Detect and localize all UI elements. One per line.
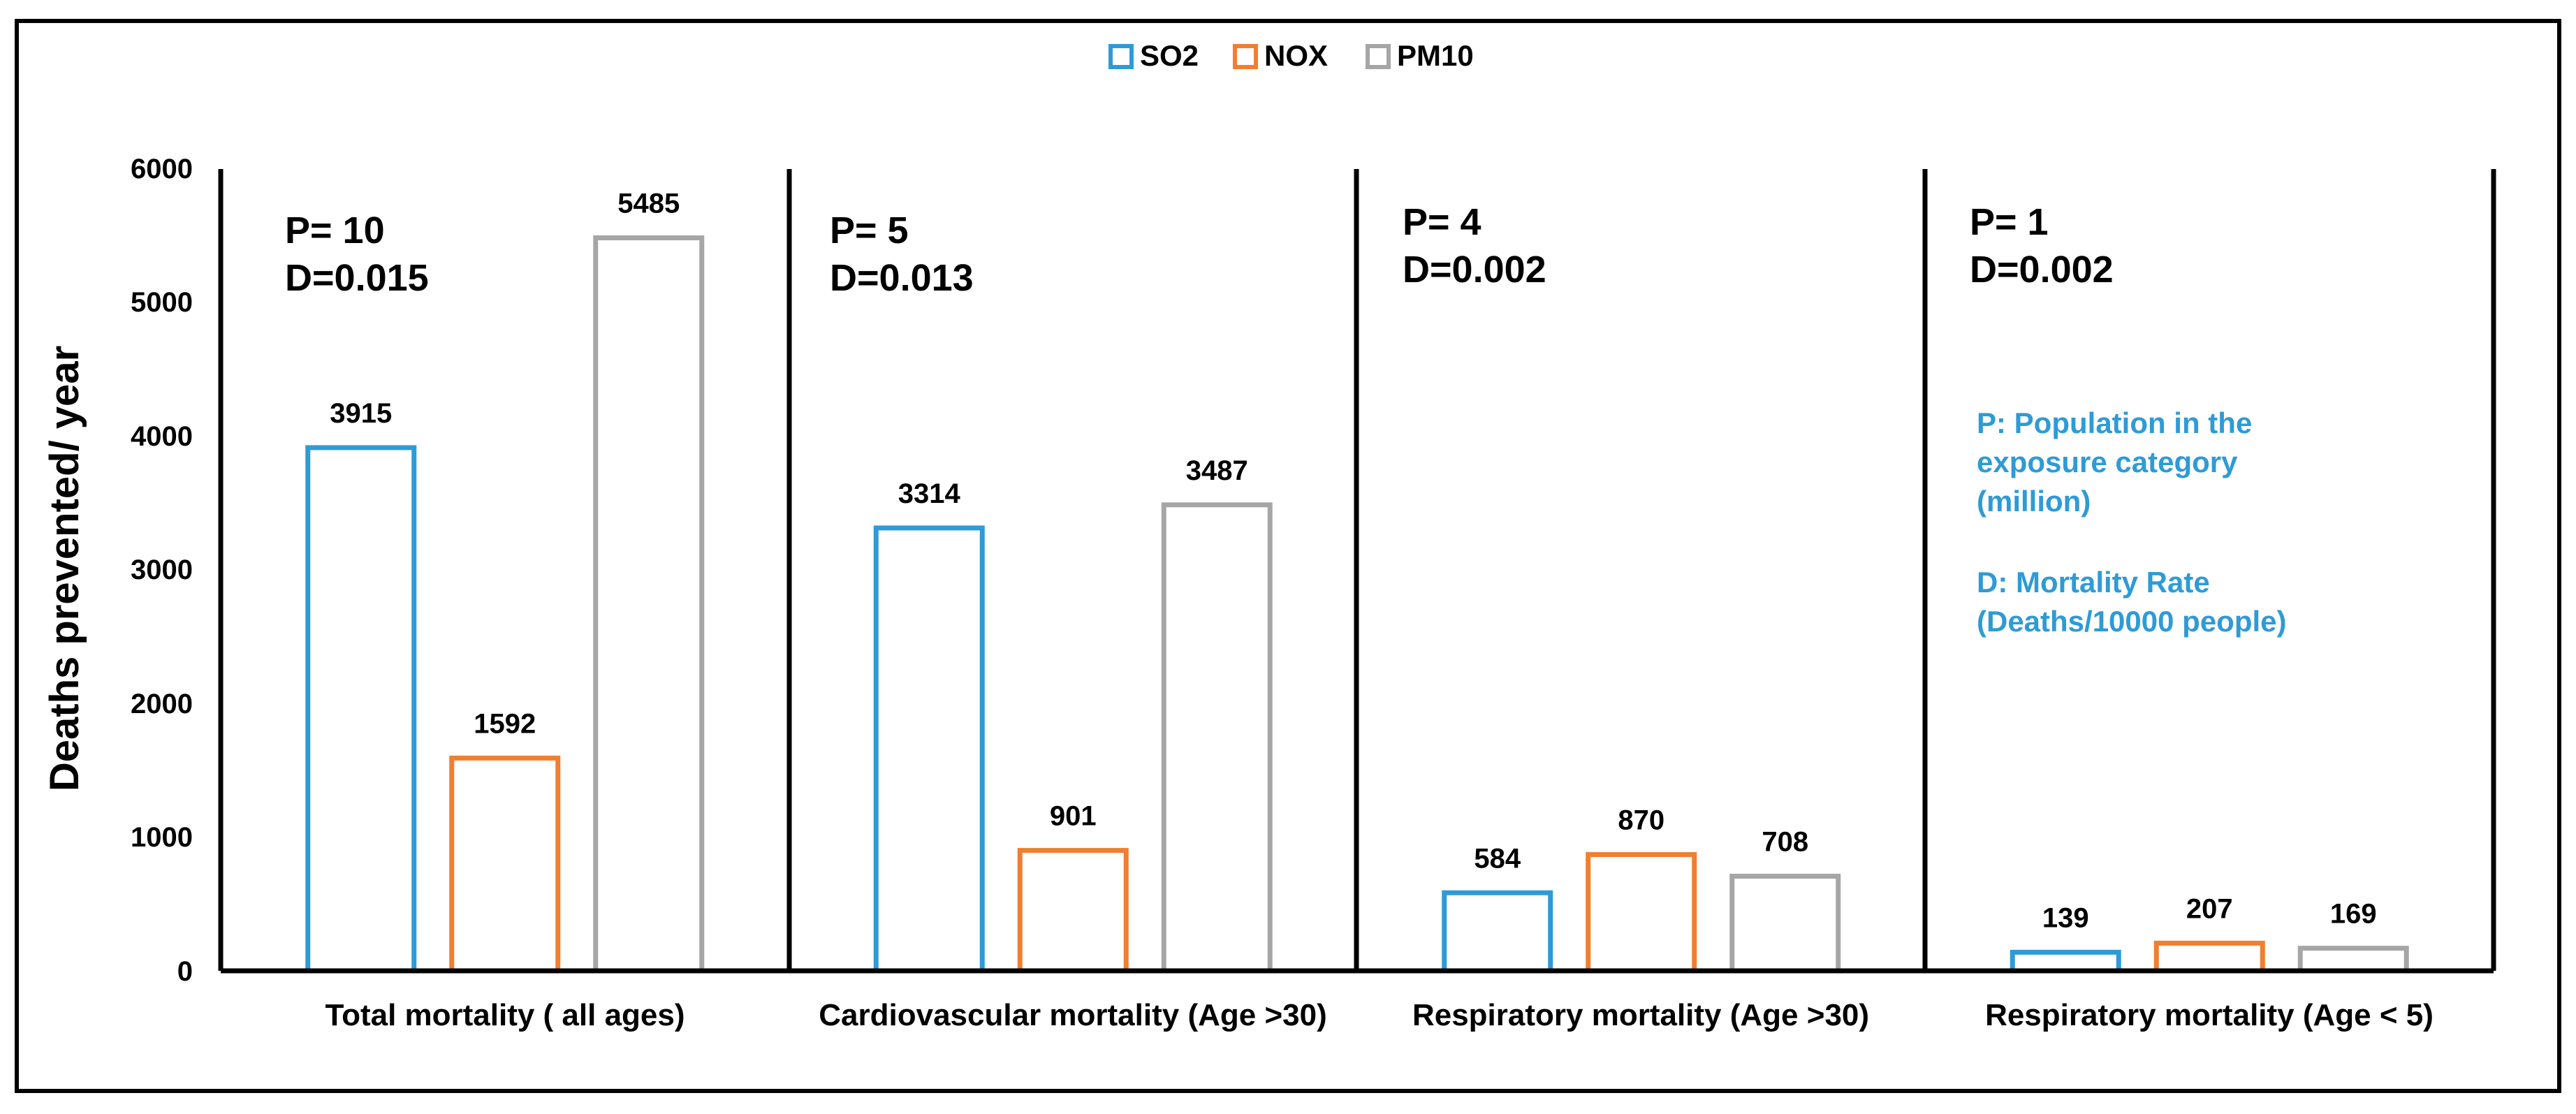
panel-separators: [218, 169, 2496, 971]
annotation-p-respiratory-child: P= 1: [1970, 201, 2049, 243]
annotation-d-respiratory-child: D=0.002: [1970, 249, 2114, 291]
data-label-pm10-cat4: 169: [2330, 899, 2377, 930]
legend-label-pm10: PM10: [1397, 39, 1474, 72]
category-label-cardiovascular: Cardiovascular mortality (Age >30): [819, 998, 1326, 1032]
bar-data-labels: 3915 1592 5485 3314 901 3487 584 870 708 139 207 16…: [330, 189, 2376, 934]
annotation-d-respiratory-adult: D=0.002: [1403, 249, 1546, 291]
y-tick-1000: 1000: [131, 822, 193, 853]
note-line-3: (million): [1977, 485, 2091, 518]
definition-notes: P: Population in the exposure category (…: [1977, 406, 2287, 638]
note-line-5: (Deaths/10000 people): [1977, 605, 2287, 638]
legend-swatch-nox: [1233, 44, 1258, 69]
data-label-nox-cat3: 870: [1618, 805, 1664, 836]
data-label-so2-cat4: 139: [2042, 902, 2089, 933]
data-label-nox-cat4: 207: [2186, 893, 2233, 924]
data-label-nox-cat2: 901: [1050, 801, 1097, 832]
y-axis-ticks: 0 1000 2000 3000 4000 5000 6000: [131, 154, 193, 987]
category-label-total: Total mortality ( all ages): [325, 998, 685, 1032]
legend-label-nox: NOX: [1264, 39, 1328, 72]
y-tick-5000: 5000: [131, 287, 193, 318]
y-tick-6000: 6000: [131, 154, 193, 184]
legend-swatch-pm10: [1366, 44, 1391, 69]
outer-border: [15, 19, 2561, 1093]
panel-annotations: P= 10 D=0.015 P= 5 D=0.013 P= 4 D=0.002 …: [285, 201, 2114, 299]
y-axis-title: Deaths prevented/ year: [42, 346, 87, 791]
note-line-4: D: Mortality Rate: [1977, 566, 2210, 599]
y-tick-3000: 3000: [131, 555, 193, 585]
note-line-1: P: Population in the: [1977, 406, 2252, 439]
data-label-pm10-cat3: 708: [1762, 827, 1808, 858]
annotation-p-respiratory-adult: P= 4: [1403, 201, 1481, 243]
data-label-pm10-cat2: 3487: [1186, 455, 1248, 486]
data-label-pm10-cat1: 5485: [617, 189, 680, 219]
y-tick-0: 0: [177, 956, 193, 987]
legend-label-so2: SO2: [1140, 39, 1199, 72]
annotation-p-cardiovascular: P= 5: [830, 210, 909, 251]
category-label-respiratory-child: Respiratory mortality (Age < 5): [1985, 998, 2434, 1032]
annotation-p-total: P= 10: [285, 210, 385, 251]
note-line-2: exposure category: [1977, 446, 2238, 478]
y-tick-2000: 2000: [131, 689, 193, 719]
data-label-nox-cat1: 1592: [474, 708, 536, 739]
legend-swatch-so2: [1108, 44, 1134, 69]
category-label-respiratory-adult: Respiratory mortality (Age >30): [1412, 998, 1869, 1032]
data-label-so2-cat1: 3915: [330, 398, 392, 429]
annotation-d-total: D=0.015: [285, 257, 429, 299]
annotation-d-cardiovascular: D=0.013: [830, 257, 974, 299]
category-labels: Total mortality ( all ages) Cardiovascul…: [325, 998, 2433, 1032]
data-label-so2-cat2: 3314: [898, 478, 961, 509]
data-label-so2-cat3: 584: [1474, 843, 1521, 874]
y-tick-4000: 4000: [131, 421, 193, 452]
legend: SO2 NOX PM10: [1108, 39, 1474, 72]
